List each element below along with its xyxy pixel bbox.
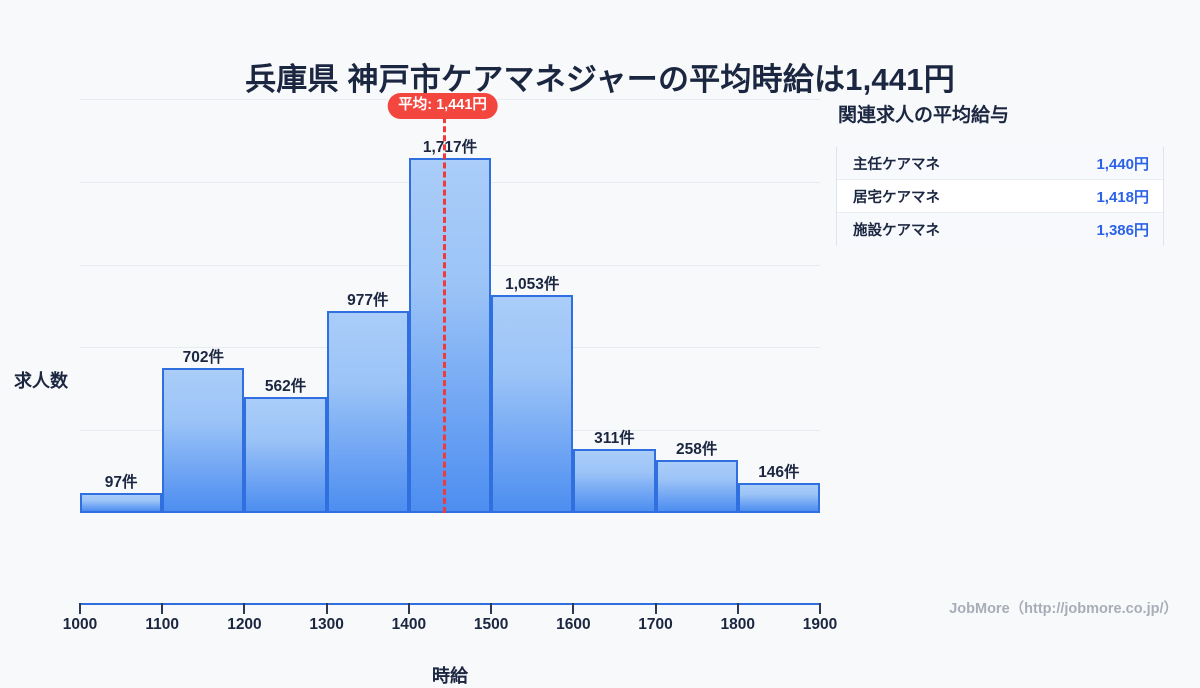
y-axis-title: 求人数: [14, 371, 68, 391]
x-axis-tick: [79, 603, 81, 614]
x-axis-tick: [819, 603, 821, 614]
histogram-bar: [655, 459, 738, 513]
x-axis-baseline: [80, 603, 820, 605]
x-axis-title: 時給: [432, 666, 468, 686]
histogram-bar: [491, 295, 574, 513]
x-axis-tick-label: 1300: [309, 616, 344, 633]
related-salary-row-value: 1,440円: [1096, 155, 1149, 173]
x-axis-tick: [736, 603, 739, 614]
histogram-bar: [244, 396, 327, 513]
x-axis-tick: [243, 603, 246, 614]
x-axis-tick-label: 1100: [145, 616, 180, 633]
bar-value-label: 702件: [182, 348, 225, 366]
bar-value-label: 258件: [675, 440, 718, 458]
related-salary-panel: 関連求人の平均給与 主任ケアマネ 1,440円居宅ケアマネ 1,418円施設ケアマネ…: [836, 100, 1166, 246]
bar-value-label: 97件: [104, 473, 138, 491]
plot-area: 97件 702件 562件 977件 1,717件 1,053件 311件 258件 146件 平…: [80, 93, 820, 513]
related-salary-table: 主任ケアマネ 1,440円居宅ケアマネ 1,418円施設ケアマネ 1,386円: [836, 147, 1164, 246]
x-axis-tick-label: 1700: [638, 616, 673, 633]
histogram-bar: [573, 448, 656, 513]
related-salary-row: 施設ケアマネ 1,386円: [837, 213, 1163, 246]
x-axis-tick-label: 1900: [802, 616, 838, 633]
related-salary-row-value: 1,418円: [1096, 188, 1149, 206]
related-salary-row-label: 主任ケアマネ: [853, 156, 940, 173]
bar-value-label: 1,717件: [422, 138, 478, 156]
x-axis-tick: [490, 603, 493, 614]
related-salary-title: 関連求人の平均給与: [838, 105, 1010, 126]
histogram-bar: [408, 157, 492, 513]
x-axis-tick-label: 1600: [556, 616, 591, 633]
x-axis-tick: [654, 603, 657, 614]
x-axis-tick-label: 1200: [227, 616, 262, 633]
bar-value-label: 562件: [264, 377, 307, 395]
related-salary-row: 居宅ケアマネ 1,418円: [837, 180, 1163, 213]
x-axis-tick-label: 1000: [62, 616, 98, 633]
histogram-bar: [737, 482, 820, 513]
histogram-chart: 求人数 97件 702件 562件 977件 1,717件 1,053件 311件 258件 1…: [0, 90, 837, 686]
page-title: 兵庫県 神戸市ケアマネジャーの平均時給は1,441円: [245, 61, 955, 97]
histogram-bar: [162, 367, 245, 513]
x-axis-tick: [407, 603, 410, 614]
x-axis-tick: [325, 603, 328, 614]
related-salary-row: 主任ケアマネ 1,440円: [837, 147, 1163, 180]
related-salary-row-label: 施設ケアマネ: [853, 223, 940, 239]
x-axis-tick-label: 1800: [720, 616, 756, 633]
bar-value-label: 146件: [758, 463, 800, 481]
average-line: [442, 99, 446, 513]
average-badge: 平均: 1,441円: [387, 93, 498, 119]
bar-value-label: 1,053件: [505, 276, 560, 294]
related-salary-row-label: 居宅ケアマネ: [853, 189, 940, 206]
histogram-bar: [80, 492, 163, 513]
bar-value-label: 977件: [347, 291, 389, 309]
histogram-bar: [326, 310, 409, 513]
x-axis-tick-label: 1500: [473, 616, 509, 633]
x-axis-tick-label: 1400: [391, 616, 427, 633]
related-salary-row-value: 1,386円: [1096, 222, 1149, 239]
bar-value-label: 311件: [594, 429, 635, 447]
x-axis-tick: [572, 603, 575, 614]
x-axis-tick: [161, 603, 164, 614]
footer-watermark: JobMore（http://jobmore.co.jp/）: [949, 601, 1178, 617]
